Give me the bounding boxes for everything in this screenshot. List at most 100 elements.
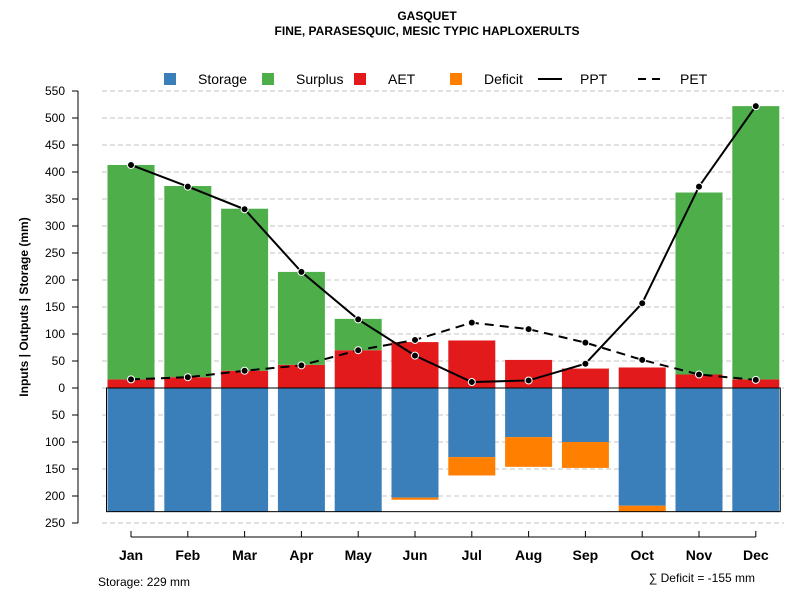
aet-bar	[107, 379, 155, 388]
deficit-bar	[618, 505, 666, 512]
pet-point	[467, 318, 476, 327]
storage-annotation: Storage: 229 mm	[98, 575, 190, 589]
storage-bar	[675, 388, 723, 512]
storage-bar	[221, 388, 269, 512]
aet-bar	[675, 374, 723, 388]
y-tick-label: 250	[45, 246, 65, 260]
ppt-point	[127, 160, 135, 169]
surplus-bar	[334, 318, 382, 351]
month-label: Jun	[403, 547, 428, 563]
pet-point	[524, 325, 533, 334]
storage-bar	[334, 388, 382, 512]
storage-bar	[164, 388, 212, 512]
y-tick-label: 450	[45, 138, 65, 152]
month-label: Dec	[743, 547, 769, 563]
y-tick-label: 50	[52, 354, 66, 368]
storage-bar	[618, 388, 666, 506]
month-label: Apr	[289, 547, 314, 563]
pet-point	[581, 338, 590, 347]
pet-point	[638, 355, 647, 364]
month-label: Nov	[686, 547, 713, 563]
bars	[107, 106, 780, 512]
axes: 2502001501005005010015020025030035040045…	[45, 84, 769, 563]
y-tick-label: 200	[45, 489, 65, 503]
storage-legend-swatch	[164, 73, 176, 85]
month-label: Jan	[119, 547, 143, 563]
pet-legend-label: PET	[680, 71, 708, 87]
y-tick-label: 350	[45, 192, 65, 206]
aet-bar	[334, 350, 382, 388]
pet-point	[240, 366, 249, 375]
ppt-point	[240, 205, 249, 214]
storage-bar	[732, 388, 780, 512]
month-label: Oct	[631, 547, 655, 563]
month-label: Aug	[515, 547, 542, 563]
pet-point	[695, 370, 703, 379]
ppt-point	[524, 376, 533, 385]
deficit-bar	[561, 442, 609, 468]
storage-legend-label: Storage	[198, 71, 247, 87]
y-axis-label: Inputs | Outputs | Storage (mm)	[17, 217, 31, 396]
surplus-bar	[221, 208, 269, 371]
ppt-point	[183, 182, 192, 191]
month-label: Mar	[232, 547, 257, 563]
storage-bar	[561, 388, 609, 442]
surplus-bar	[732, 106, 780, 380]
series-lines	[127, 102, 760, 387]
deficit-bar	[391, 497, 439, 500]
ppt-point	[297, 267, 306, 276]
storage-bar	[277, 388, 325, 512]
aet-bar	[391, 342, 439, 388]
deficit-legend-swatch	[450, 73, 462, 85]
surplus-legend-swatch	[262, 73, 274, 85]
aet-bar	[164, 377, 212, 388]
storage-bar	[107, 388, 155, 512]
surplus-bar	[107, 164, 155, 380]
y-tick-label: 200	[45, 273, 65, 287]
ppt-point	[751, 102, 760, 111]
y-tick-label: 100	[45, 435, 65, 449]
legend: Storage Surplus AET Deficit PPT PET	[164, 71, 708, 87]
storage-capacity-frame	[106, 387, 781, 513]
ppt-point	[695, 182, 703, 191]
pet-point	[127, 375, 135, 384]
ppt-point	[467, 378, 476, 387]
storage-frame	[106, 387, 781, 513]
pet-point	[751, 375, 760, 384]
chart-subtitle: FINE, PARASESQUIC, MESIC TYPIC HAPLOXERU…	[275, 24, 580, 38]
month-label: May	[345, 547, 372, 563]
aet-legend-label: AET	[388, 71, 416, 87]
deficit-legend-label: Deficit	[484, 71, 523, 87]
aet-bar	[618, 367, 666, 388]
ppt-point	[411, 351, 419, 360]
chart-title: GASQUET	[397, 9, 457, 23]
month-label: Jul	[462, 547, 482, 563]
surplus-bar	[277, 271, 325, 365]
y-tick-label: 500	[45, 111, 65, 125]
aet-bar	[277, 364, 325, 388]
deficit-bar	[448, 457, 496, 476]
month-label: Feb	[175, 547, 200, 563]
pet-point	[411, 335, 419, 344]
y-tick-label: 0	[58, 381, 65, 395]
aet-bar	[221, 370, 269, 388]
y-tick-label: 50	[52, 408, 66, 422]
deficit-bar	[505, 437, 553, 467]
gridlines	[102, 90, 784, 524]
y-tick-label: 400	[45, 165, 65, 179]
ppt-legend-label: PPT	[580, 71, 608, 87]
surplus-bar	[164, 186, 212, 378]
storage-bar	[448, 388, 496, 458]
ppt-line	[130, 105, 757, 384]
pet-point	[183, 373, 192, 382]
pet-line	[130, 321, 756, 381]
ppt-point	[354, 315, 363, 324]
pet-point	[354, 346, 363, 355]
y-tick-label: 250	[45, 516, 65, 530]
y-tick-label: 150	[45, 300, 65, 314]
ppt-point	[638, 299, 647, 308]
surplus-bar	[675, 192, 723, 375]
pet-point	[297, 361, 306, 370]
